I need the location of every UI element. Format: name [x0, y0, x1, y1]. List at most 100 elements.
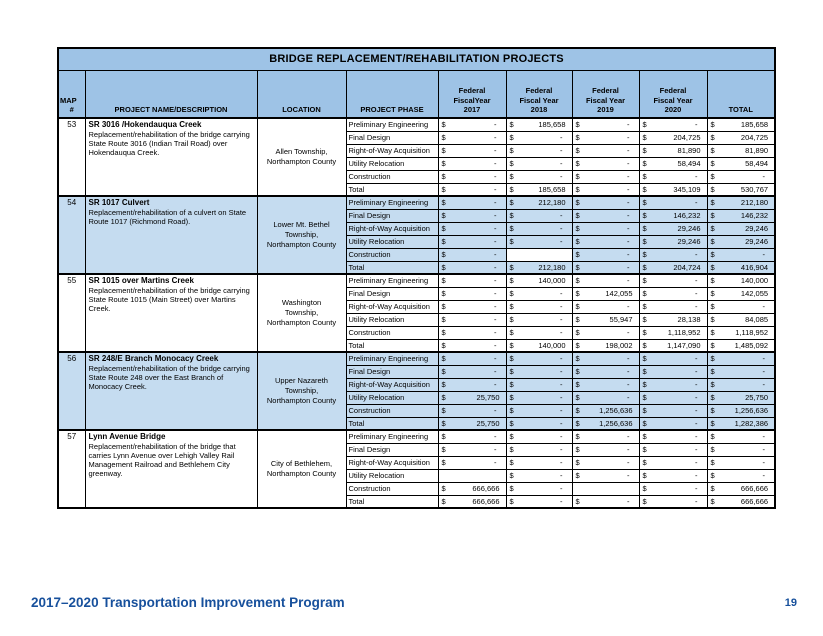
dollar-sign: $ [642, 367, 647, 376]
amount-cell: $58,494 [638, 156, 708, 171]
dollar-sign: $ [509, 484, 514, 493]
dollar-sign: $ [642, 445, 647, 454]
amount-cell: $ - [638, 429, 708, 444]
amount-value: - [627, 302, 630, 311]
amount-wrap: $29,246 [708, 224, 774, 233]
map-number: 53 [57, 117, 86, 197]
dollar-sign: $ [710, 133, 715, 142]
amount-cell: $ - [437, 143, 507, 158]
amount-wrap: $ - [708, 302, 774, 311]
dollar-sign: $ [710, 302, 715, 311]
amount-cell: $ - [437, 338, 507, 353]
amount-cell: $ - [638, 390, 708, 405]
amount-cell: $25,750 [706, 390, 776, 405]
amount-value: - [695, 198, 698, 208]
amount-value: 81,890 [677, 146, 701, 155]
amount-value: - [695, 250, 698, 259]
phase-row: Utility Relocation $ - $ - $ - $58,494 $58,494 [58, 156, 776, 171]
amount-wrap: $ - [439, 133, 505, 142]
amount-value: - [695, 276, 698, 286]
amount-cell: $ - [505, 364, 573, 379]
amount-cell: $ - [505, 169, 573, 184]
amount-cell: $ - [571, 221, 640, 236]
phase-label: Preliminary Engineering [345, 195, 439, 210]
dollar-sign: $ [710, 484, 715, 493]
dollar-sign: $ [441, 328, 446, 337]
amount-wrap: $ - [507, 354, 571, 363]
amount-cell: $ - [571, 195, 640, 210]
amount-cell: $ - [571, 234, 640, 249]
amount-cell: $ - [437, 455, 507, 470]
amount-wrap: $ - [640, 198, 706, 208]
amount-value: - [762, 172, 766, 181]
amount-value: - [695, 484, 698, 493]
dollar-sign: $ [710, 276, 715, 286]
dollar-sign: $ [509, 120, 514, 130]
amount-cell: $ - [571, 442, 640, 457]
amount-wrap: $ - [573, 185, 638, 194]
amount-cell: $ - [505, 130, 573, 145]
amount-value: - [762, 302, 766, 311]
amount-value: - [762, 367, 766, 376]
amount-wrap: $28,138 [640, 315, 706, 324]
amount-cell: $ - [638, 195, 708, 210]
amount-value: 25,750 [476, 418, 500, 428]
phase-label: Final Design [345, 208, 439, 223]
header-location: LOCATION [256, 69, 347, 119]
projects-table: BRIDGE REPLACEMENT/REHABILITATION PROJEC… [57, 47, 777, 509]
amount-value: - [560, 471, 563, 480]
dollar-sign: $ [642, 120, 647, 130]
amount-cell: $ - [638, 481, 708, 496]
phase-row: Construction $ - $ - $1,256,636 $ - $1,256,636 [58, 403, 776, 418]
amount-cell: $ - [571, 169, 640, 184]
header-ffy-2017-line1: Federal [458, 85, 486, 95]
dollar-sign: $ [509, 133, 514, 142]
amount-value: - [494, 159, 497, 168]
amount-cell: $ - [706, 377, 776, 392]
dollar-sign: $ [642, 224, 647, 233]
amount-cell: $ - [571, 455, 640, 470]
amount-cell: $29,246 [638, 221, 708, 236]
dollar-sign: $ [575, 458, 580, 467]
amount-wrap: $146,232 [640, 211, 706, 220]
amount-cell: $ - [571, 117, 640, 132]
amount-cell: $ - [437, 221, 507, 236]
amount-cell: $ - [437, 247, 507, 262]
amount-wrap: $ - [439, 224, 505, 233]
amount-cell: $ - [571, 364, 640, 379]
amount-wrap: $ - [573, 471, 638, 480]
amount-cell: $84,085 [706, 312, 776, 327]
dollar-sign: $ [441, 262, 446, 272]
amount-cell: $ - [571, 156, 640, 171]
amount-value: - [627, 458, 630, 467]
amount-cell: $1,282,386 [706, 416, 776, 431]
dollar-sign: $ [509, 315, 514, 324]
amount-value: 185,658 [740, 120, 769, 130]
dollar-sign: $ [441, 340, 446, 350]
amount-cell: $666,666 [706, 494, 776, 509]
amount-value: - [627, 496, 630, 506]
amount-value: 146,232 [740, 211, 769, 220]
amount-value: - [494, 458, 497, 467]
amount-wrap: $29,246 [708, 237, 774, 246]
amount-wrap: $185,658 [708, 120, 774, 130]
amount-wrap: $ - [708, 432, 774, 441]
phase-label: Construction [345, 403, 439, 418]
amount-cell [571, 481, 640, 496]
amount-cell: $1,147,090 [638, 338, 708, 353]
amount-wrap: $ - [507, 380, 571, 389]
amount-cell: $ - [505, 156, 573, 171]
dollar-sign: $ [642, 432, 647, 442]
amount-value: 1,485,092 [734, 340, 769, 350]
amount-cell: $ - [638, 273, 708, 288]
phase-label: Right-of-Way Acquisition [345, 377, 439, 392]
amount-wrap: $ - [439, 445, 505, 454]
phase-label: Construction [345, 481, 439, 496]
amount-cell: $ - [706, 247, 776, 262]
amount-wrap: $ - [507, 302, 571, 311]
amount-cell: $ - [638, 299, 708, 314]
amount-cell: $ - [706, 299, 776, 314]
amount-wrap: $ - [573, 302, 638, 311]
amount-cell: $185,658 [505, 182, 573, 197]
amount-value: - [627, 172, 630, 181]
